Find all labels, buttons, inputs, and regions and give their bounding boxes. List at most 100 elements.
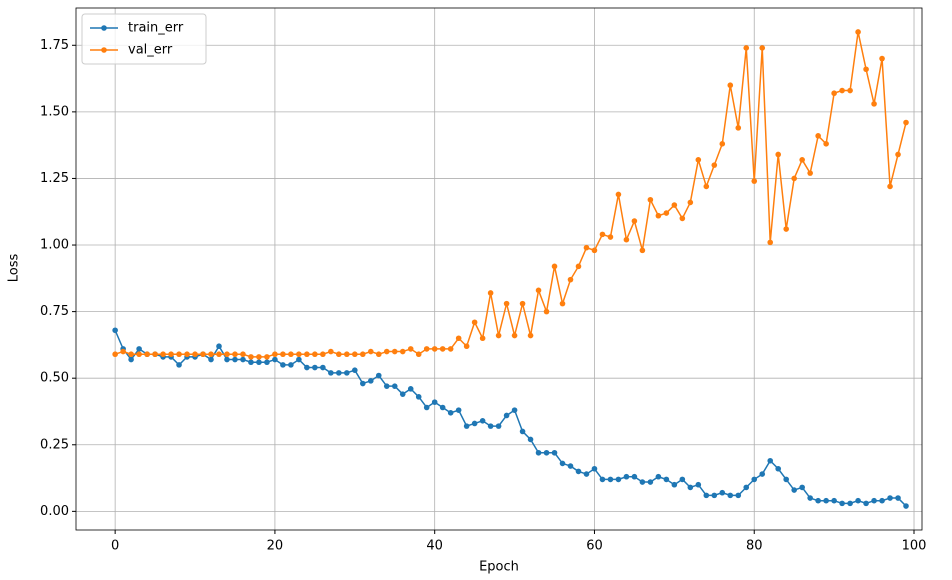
x-tick-label: 100 (902, 539, 927, 554)
y-axis-label: Loss (7, 254, 22, 283)
data-point (200, 351, 206, 358)
data-point (511, 332, 518, 339)
data-point (823, 497, 829, 504)
legend-label: val_err (128, 43, 173, 58)
data-point (312, 351, 318, 358)
data-point (527, 332, 534, 339)
data-point (304, 351, 310, 358)
data-point (224, 351, 230, 358)
data-point (575, 468, 582, 475)
data-point (903, 119, 909, 126)
plot-frame (75, 7, 923, 531)
data-point (727, 82, 734, 89)
data-point (799, 157, 805, 163)
data-point (240, 356, 246, 363)
data-point (168, 351, 174, 358)
data-point (791, 487, 797, 493)
data-point (216, 343, 222, 350)
data-point (703, 183, 710, 190)
data-point (687, 484, 694, 491)
data-point (328, 370, 334, 376)
data-point (232, 356, 238, 363)
legend-label: train_err (128, 21, 184, 36)
data-point (112, 351, 118, 358)
data-point (391, 348, 398, 355)
data-point (743, 45, 750, 51)
data-point (240, 351, 246, 358)
data-point (607, 234, 614, 240)
data-point (128, 351, 134, 358)
data-point (160, 351, 166, 358)
data-point (871, 101, 877, 107)
data-point (511, 407, 518, 413)
data-point (583, 244, 590, 251)
data-point (192, 351, 198, 358)
data-point (463, 343, 470, 350)
data-point (383, 348, 390, 355)
data-point (152, 351, 158, 358)
data-point (879, 497, 885, 504)
data-point (855, 497, 861, 504)
data-point (655, 212, 662, 219)
data-point (727, 492, 734, 499)
data-point (559, 300, 566, 307)
data-point (679, 215, 686, 222)
data-point (591, 247, 598, 254)
data-point (735, 125, 742, 131)
data-point (487, 423, 494, 429)
data-point (599, 476, 606, 483)
data-point (767, 457, 774, 464)
data-point (895, 151, 901, 158)
data-point (671, 481, 678, 488)
data-point (352, 351, 358, 358)
data-point (399, 348, 406, 355)
data-point (839, 500, 845, 507)
data-point (655, 473, 662, 480)
data-point (767, 239, 774, 246)
data-point (224, 356, 230, 363)
data-point (551, 449, 558, 456)
data-point (807, 495, 813, 501)
data-point (615, 191, 622, 198)
data-point (296, 356, 302, 363)
data-point (631, 473, 638, 480)
legend-marker (101, 47, 107, 53)
data-point (375, 372, 382, 379)
data-point (344, 351, 350, 358)
data-point (272, 356, 278, 363)
data-point (176, 351, 182, 358)
data-point (383, 383, 390, 389)
data-point (367, 348, 374, 355)
data-point (831, 90, 837, 97)
data-point (415, 351, 422, 358)
data-point (663, 210, 670, 216)
data-point (272, 351, 278, 358)
data-point (567, 463, 574, 469)
data-point (359, 380, 366, 387)
data-point (543, 308, 550, 315)
data-point (607, 476, 614, 483)
data-point (352, 367, 358, 374)
data-point (679, 476, 686, 483)
y-tick-label: 1.50 (40, 104, 69, 119)
y-tick-label: 1.00 (40, 238, 69, 253)
x-tick-label: 40 (426, 539, 443, 554)
data-point (751, 476, 758, 483)
data-point (815, 133, 821, 139)
legend-marker (101, 25, 107, 31)
data-point (799, 484, 805, 491)
legend: train_err val_err (81, 13, 207, 65)
data-point (112, 327, 118, 334)
series-line (114, 329, 907, 507)
data-point (447, 346, 454, 352)
data-point (120, 348, 126, 355)
y-tick-label: 0.00 (40, 504, 69, 519)
data-point (336, 351, 342, 358)
data-point (831, 497, 837, 504)
data-point (407, 346, 414, 352)
data-point (583, 471, 590, 477)
data-point (256, 359, 262, 366)
data-point (439, 346, 446, 352)
y-tick-label: 0.50 (40, 371, 69, 386)
